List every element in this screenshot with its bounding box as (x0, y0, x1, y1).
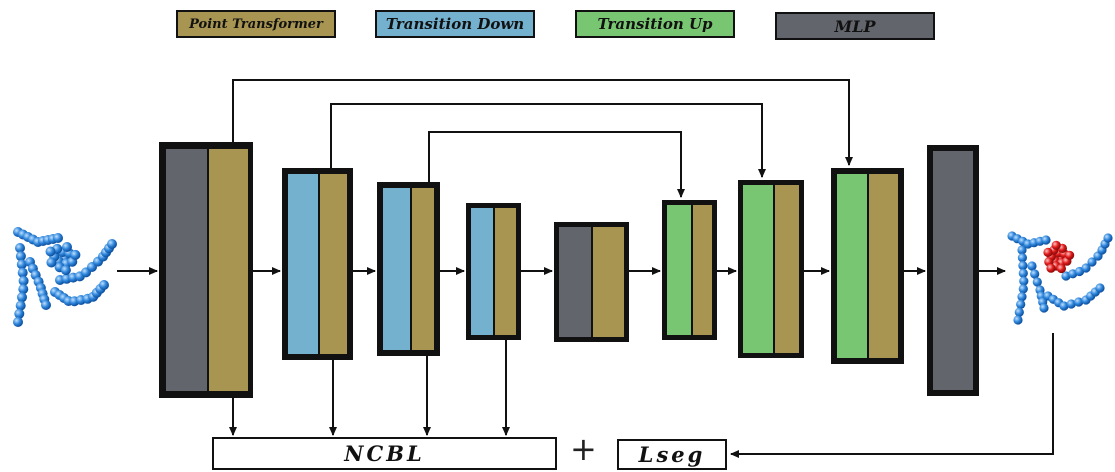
block-6-tu-pt (662, 200, 717, 340)
point (107, 239, 117, 249)
point (15, 300, 26, 311)
point (1018, 268, 1028, 278)
point (1051, 240, 1061, 250)
point (1027, 261, 1037, 271)
legend-point-transformer: Point Transformer (176, 10, 336, 38)
point (1095, 283, 1105, 293)
output-point-cloud (1007, 231, 1113, 325)
point (1016, 299, 1026, 309)
point (99, 280, 109, 290)
point (45, 246, 56, 257)
point (15, 243, 25, 253)
point (1046, 263, 1056, 273)
point (1066, 299, 1076, 309)
point (1056, 263, 1066, 274)
input-point-cloud (13, 227, 117, 327)
point (17, 267, 28, 278)
point (1065, 250, 1075, 260)
point (1018, 284, 1028, 294)
point (18, 275, 29, 286)
point (1018, 261, 1028, 271)
point (1017, 292, 1027, 302)
point (41, 300, 51, 310)
block-2-td-pt (282, 168, 353, 360)
legend-mlp: MLP (775, 12, 935, 40)
skip-connections (232, 79, 853, 198)
point (18, 284, 29, 295)
point (1074, 297, 1084, 307)
point (13, 317, 23, 327)
point (60, 265, 71, 276)
point (1030, 269, 1040, 279)
block-8-tu-pt (831, 168, 904, 364)
point (14, 308, 25, 319)
block-7-tu-pt (738, 180, 804, 358)
point (53, 233, 63, 243)
ncbl-loss-box: NCBL (212, 437, 557, 470)
point (1087, 257, 1097, 267)
legend-transition-up: Transition Up (575, 10, 735, 38)
point (1017, 245, 1027, 255)
point (1103, 233, 1113, 243)
point (17, 292, 27, 303)
point (46, 257, 57, 268)
block-9-mlp (927, 145, 979, 396)
legend-transition-down: Transition Down (375, 10, 535, 38)
lseg-arrow (730, 333, 1054, 458)
point (1019, 276, 1029, 286)
plus-sign: + (570, 430, 597, 468)
point (16, 259, 27, 270)
point (1043, 247, 1053, 257)
point (1039, 303, 1049, 313)
point (70, 249, 81, 260)
ncbl-taps (229, 340, 510, 436)
point (1081, 263, 1091, 273)
block-4-td-pt (466, 203, 521, 340)
point (1041, 235, 1051, 245)
point (62, 242, 72, 252)
point (15, 251, 26, 262)
lseg-loss-box: Lseg (617, 439, 727, 470)
point (1059, 301, 1069, 311)
point (1014, 307, 1024, 317)
block-5-mlp-pt (554, 222, 629, 342)
point (1017, 253, 1027, 263)
block-3-td-pt (377, 182, 440, 356)
point (1013, 315, 1023, 325)
block-1-mlp-pt (159, 142, 253, 398)
point (1032, 277, 1042, 287)
